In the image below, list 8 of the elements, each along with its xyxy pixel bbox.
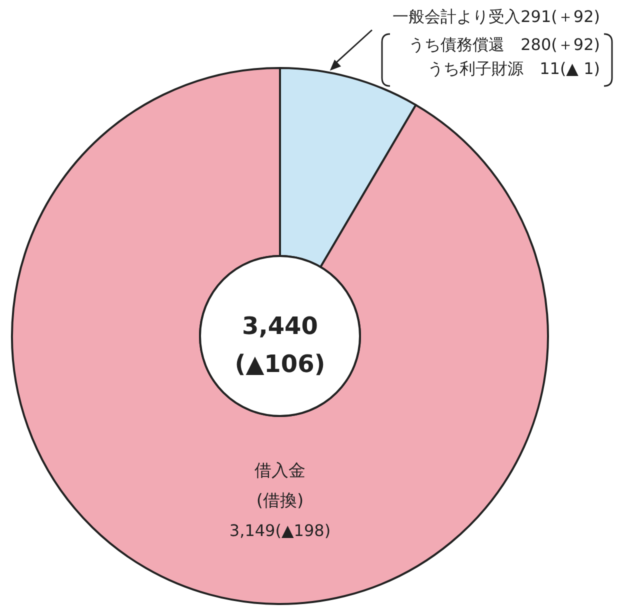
- slice-label: 一般会計より受入291(＋92): [392, 7, 600, 26]
- text: (▲106): [234, 350, 326, 378]
- text: うち利子財源 11(▲ 1): [428, 59, 600, 78]
- text: (借換): [256, 491, 304, 511]
- text: うち債務償還 280(＋92): [408, 35, 600, 54]
- data-label: 3,149(▲198): [229, 521, 331, 540]
- text: 3,440: [242, 312, 318, 340]
- slice-label: 借入金: [254, 461, 306, 481]
